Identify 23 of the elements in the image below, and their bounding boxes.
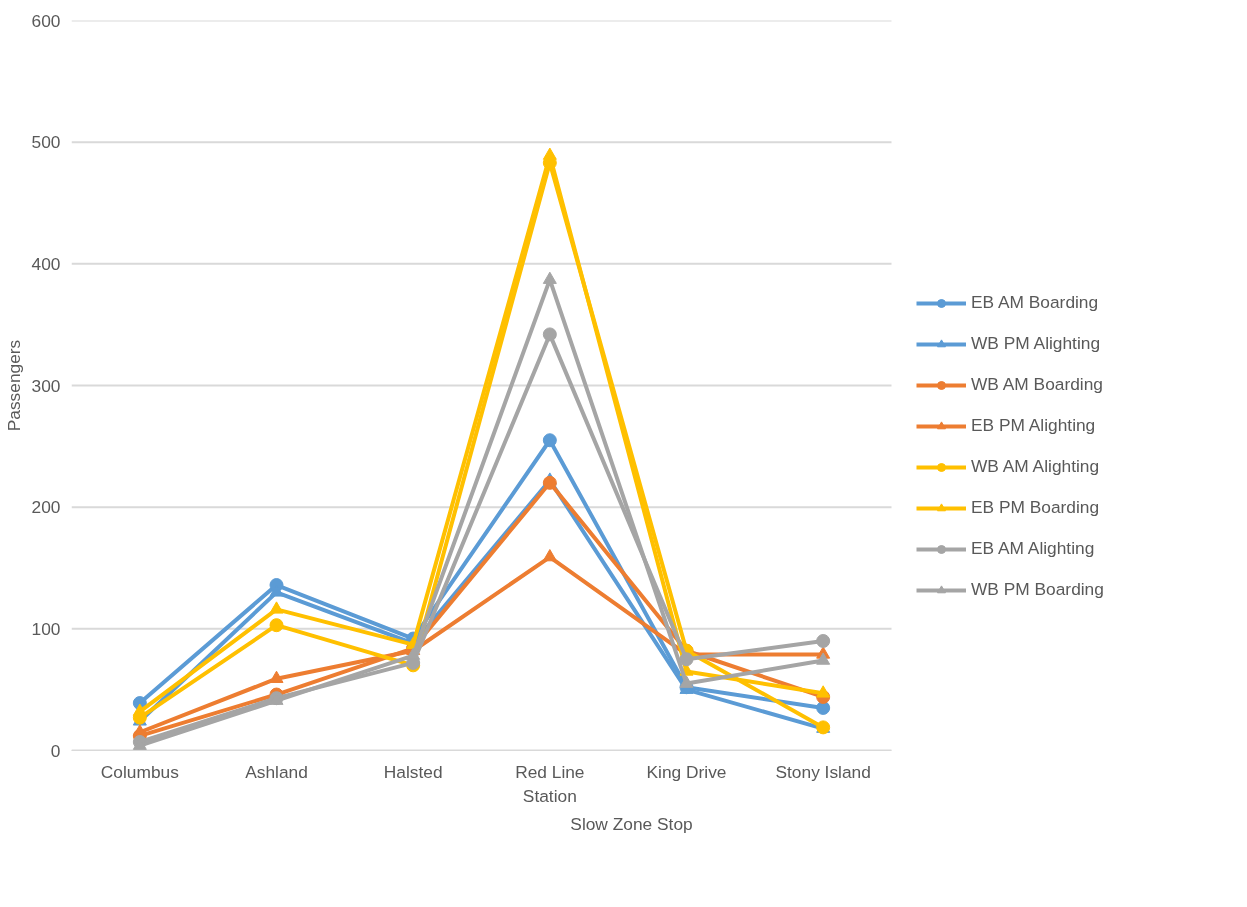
y-tick-label: 400: [31, 253, 61, 274]
x-tick-label: Halsted: [383, 761, 443, 782]
legend-label: EB PM Alighting: [971, 415, 1096, 436]
legend-label: WB AM Boarding: [971, 374, 1103, 395]
legend-label: EB AM Boarding: [971, 292, 1099, 313]
x-tick-label: Stony Island: [775, 761, 871, 782]
legend-label: WB PM Alighting: [971, 333, 1101, 354]
y-tick-label: 500: [31, 132, 61, 153]
legend-label: EB AM Alighting: [971, 538, 1095, 559]
x-tick-label: Ashland: [245, 761, 308, 782]
x-tick-label: Columbus: [100, 761, 180, 782]
x-axis-title: Slow Zone Stop: [570, 813, 693, 834]
legend-label: WB AM Alighting: [971, 456, 1100, 477]
y-axis-title: Passengers: [3, 339, 24, 432]
y-tick-label: 100: [31, 618, 61, 639]
x-tick-label: Red Line Station: [515, 761, 585, 806]
x-tick-label: King Drive: [646, 761, 727, 782]
y-tick-label: 600: [31, 10, 61, 31]
y-tick-label: 300: [31, 375, 61, 396]
y-tick-label: 200: [31, 497, 61, 518]
legend-label: EB PM Boarding: [971, 497, 1100, 518]
y-tick-label: 0: [50, 740, 61, 761]
legend-label: WB PM Boarding: [971, 579, 1104, 600]
